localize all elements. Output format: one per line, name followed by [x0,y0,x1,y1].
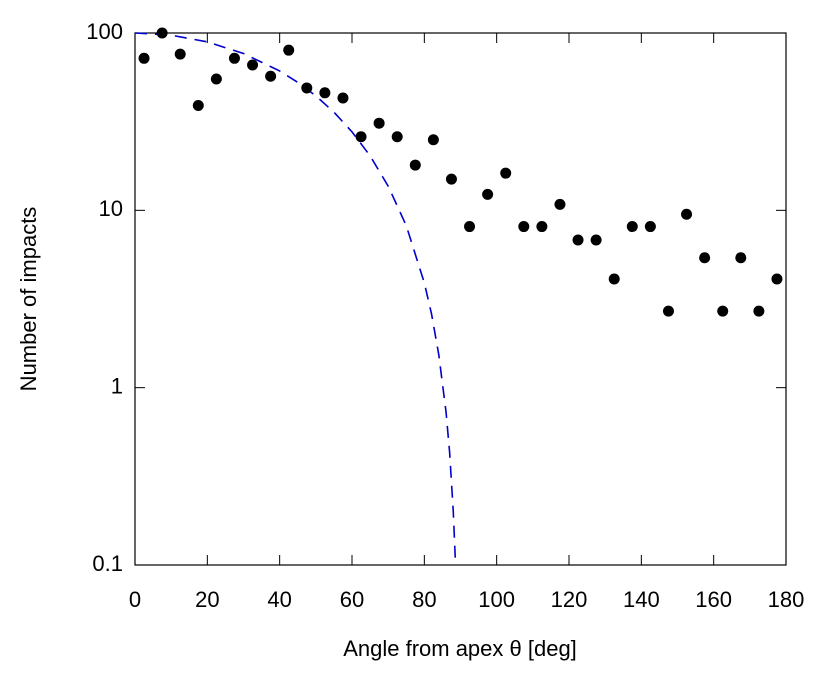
data-point [337,92,349,104]
data-point [644,221,656,233]
data-point [174,48,186,60]
plot-frame [134,32,787,566]
data-point [735,252,747,264]
y-axis-label: Number of impacts [16,207,41,392]
y-tick-label: 100 [86,19,123,44]
data-point [608,273,620,285]
y-tick-label: 0.1 [92,551,123,576]
data-point [192,100,204,112]
data-point [138,52,150,64]
x-tick-label: 120 [551,587,588,612]
data-point [681,208,693,220]
data-point [319,87,331,99]
data-point [753,305,765,317]
data-point [536,221,548,233]
data-point [699,252,711,264]
data-point [717,305,729,317]
data-point [518,221,530,233]
data-point [247,59,259,71]
x-tick-label: 0 [129,587,141,612]
model-curve [134,32,457,563]
x-tick-label: 100 [478,587,515,612]
data-point [482,188,494,200]
data-point [590,234,602,246]
data-point [500,167,512,179]
data-point [662,305,674,317]
x-tick-label: 20 [195,587,219,612]
data-point [427,134,439,146]
data-point [409,159,421,171]
data-point [373,117,385,129]
y-tick-label: 10 [99,196,123,221]
x-axis-label: Angle from apex θ [deg] [343,636,577,661]
x-tick-label: 160 [695,587,732,612]
y-tick-label: 1 [111,373,123,398]
data-point [445,173,457,185]
data-point [391,131,403,143]
data-point [464,221,476,233]
data-point [626,221,638,233]
data-point [228,52,240,64]
x-tick-label: 180 [768,587,805,612]
data-point [265,70,277,82]
data-point [210,73,222,85]
x-tick-label: 80 [412,587,436,612]
data-point [771,273,783,285]
data-point [301,82,313,94]
x-tick-label: 140 [623,587,660,612]
data-point [156,27,168,39]
x-tick-label: 60 [340,587,364,612]
data-point [572,234,584,246]
data-point [355,131,367,143]
data-point [554,198,566,210]
x-tick-label: 40 [267,587,291,612]
data-point [283,44,295,56]
